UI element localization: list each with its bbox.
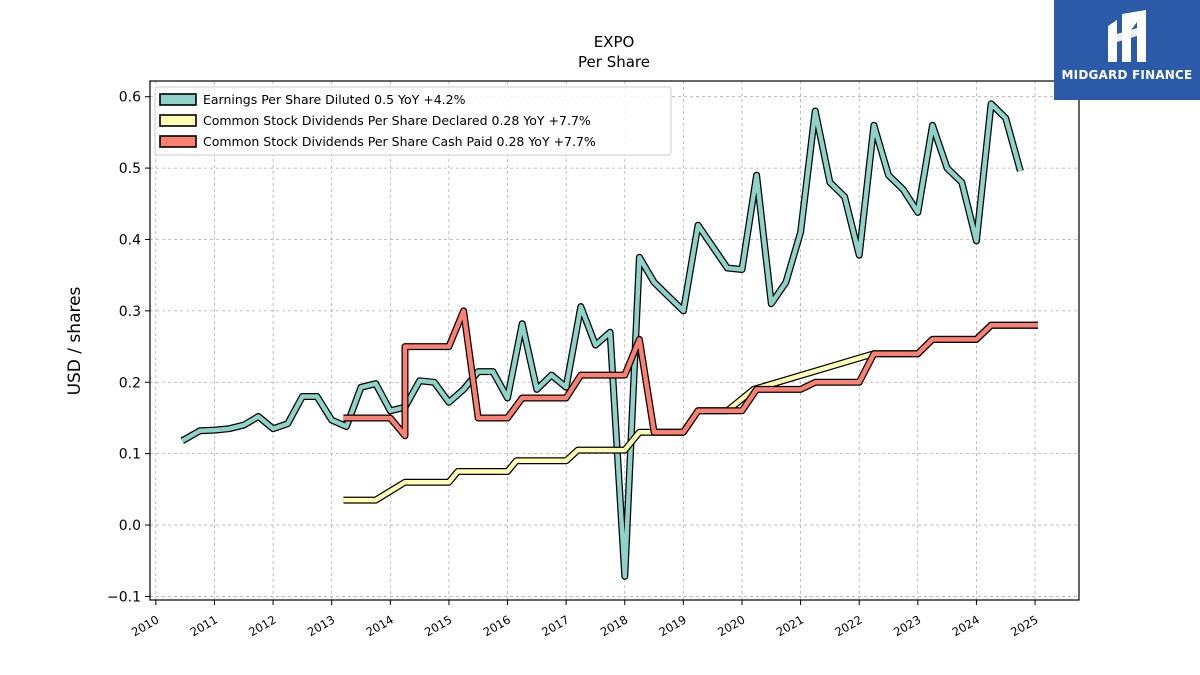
brand-logo: MIDGARD FINANCE (1054, 0, 1200, 100)
x-tick-label: 2017 (539, 612, 571, 639)
series-2-line (343, 322, 1038, 503)
brand-name: MIDGARD FINANCE (1061, 68, 1193, 82)
y-tick-label: 0.3 (119, 304, 141, 320)
x-tick-label: 2011 (188, 612, 220, 639)
x-tick-label: 2019 (657, 612, 689, 639)
y-tick-label: 0.2 (119, 375, 141, 391)
series-lines (180, 100, 1038, 580)
x-tick-label: 2015 (422, 612, 454, 639)
chart-subtitle: Per Share (578, 53, 650, 71)
series-3-outline (343, 307, 1038, 440)
x-tick-label: 2022 (832, 612, 864, 639)
legend-swatch-2 (159, 114, 197, 127)
x-tick-label: 2021 (774, 612, 806, 639)
x-tick-label: 2013 (305, 612, 337, 639)
legend-box (154, 86, 672, 156)
series-2-outline (343, 321, 1038, 504)
x-tick-label: 2012 (246, 612, 278, 639)
legend-label-1: Earnings Per Share Diluted 0.5 YoY +4.2% (203, 92, 466, 107)
legend: Earnings Per Share Diluted 0.5 YoY +4.2%… (154, 86, 672, 156)
y-tick-label: 0.6 (119, 90, 141, 106)
y-tick-label: 0.0 (119, 518, 141, 534)
legend-swatch-3 (159, 135, 197, 148)
legend-swatch-1 (159, 93, 197, 106)
y-tick-label: 0.1 (119, 447, 141, 463)
series-1-line (181, 101, 1023, 579)
brand-mark-icon (1108, 10, 1146, 62)
legend-label-3: Common Stock Dividends Per Share Cash Pa… (203, 134, 596, 149)
x-tick-label: 2025 (1008, 612, 1040, 639)
legend-label-2: Common Stock Dividends Per Share Declare… (203, 113, 591, 128)
y-tick-label: 0.4 (119, 232, 141, 248)
x-tick-label: 2020 (715, 612, 747, 639)
x-tick-label: 2014 (363, 612, 395, 639)
series-3-line (343, 308, 1038, 439)
x-tick-label: 2023 (891, 612, 923, 639)
y-axis-label: USD / shares (65, 286, 85, 395)
chart-title: EXPO (594, 33, 635, 51)
y-tick-label: 0.5 (119, 161, 141, 177)
x-tick-label: 2024 (950, 612, 982, 639)
plot-frame (149, 80, 1080, 601)
x-tick-label: 2016 (481, 612, 513, 639)
y-tick-label: −0.1 (107, 589, 141, 605)
x-tick-label: 2010 (129, 612, 161, 639)
x-tick-label: 2018 (598, 612, 630, 639)
